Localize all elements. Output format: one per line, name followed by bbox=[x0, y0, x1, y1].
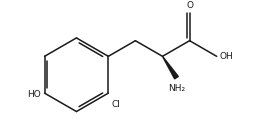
Polygon shape bbox=[163, 56, 178, 79]
Text: NH₂: NH₂ bbox=[168, 84, 185, 93]
Text: HO: HO bbox=[27, 91, 41, 99]
Text: O: O bbox=[186, 1, 193, 10]
Text: Cl: Cl bbox=[111, 100, 120, 109]
Text: OH: OH bbox=[219, 52, 233, 61]
